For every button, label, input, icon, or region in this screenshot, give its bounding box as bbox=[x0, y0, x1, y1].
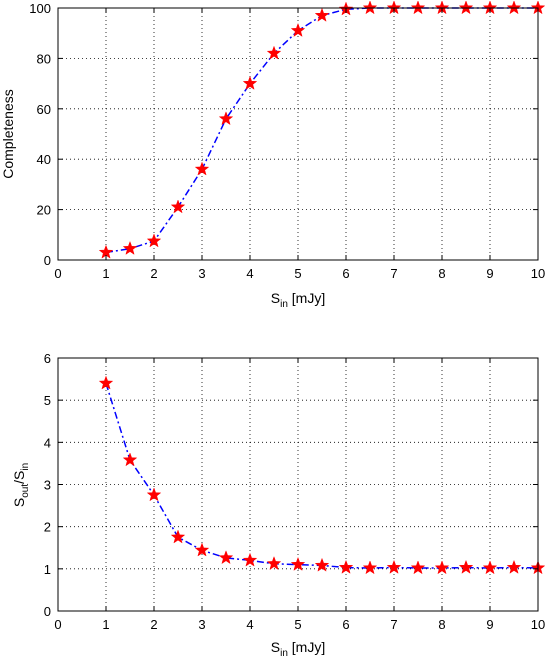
x-tick-label: 3 bbox=[198, 617, 205, 632]
data-point-star bbox=[362, 560, 378, 575]
x-tick-label: 7 bbox=[390, 617, 397, 632]
y-axis-label: Sout/Sin bbox=[11, 463, 31, 507]
data-point-star bbox=[122, 452, 138, 467]
y-tick-label: 6 bbox=[44, 351, 51, 366]
y-axis-label: Completeness bbox=[0, 89, 16, 179]
x-tick-label: 5 bbox=[294, 617, 301, 632]
data-point-star bbox=[410, 0, 426, 15]
x-tick-label: 9 bbox=[486, 266, 493, 281]
data-point-star bbox=[194, 542, 210, 557]
y-tick-label: 40 bbox=[37, 152, 51, 167]
x-tick-label: 1 bbox=[102, 617, 109, 632]
data-point-star bbox=[386, 559, 402, 574]
x-tick-label: 0 bbox=[54, 266, 61, 281]
y-tick-label: 20 bbox=[37, 203, 51, 218]
data-point-star bbox=[218, 550, 234, 565]
x-axis-label: Sin [mJy] bbox=[271, 639, 325, 659]
data-point-star bbox=[122, 240, 138, 255]
y-tick-label: 0 bbox=[44, 253, 51, 268]
x-tick-label: 10 bbox=[531, 617, 545, 632]
data-point-star bbox=[362, 0, 378, 15]
y-tick-label: 1 bbox=[44, 562, 51, 577]
x-tick-label: 4 bbox=[246, 617, 253, 632]
x-tick-label: 4 bbox=[246, 266, 253, 281]
data-point-star bbox=[218, 111, 234, 126]
grid bbox=[58, 8, 538, 260]
x-tick-label: 7 bbox=[390, 266, 397, 281]
data-point-star bbox=[266, 556, 282, 571]
x-tick-label: 9 bbox=[486, 617, 493, 632]
data-point-star bbox=[458, 0, 474, 15]
plot-area bbox=[58, 8, 538, 260]
data-point-star bbox=[146, 233, 162, 248]
series bbox=[98, 0, 546, 259]
data-point-star bbox=[482, 560, 498, 575]
x-tick-label: 6 bbox=[342, 617, 349, 632]
data-point-star bbox=[434, 560, 450, 575]
tick-labels: 0 1 2 3 4 5 6 7 8 9 10 0 1 2 3 4 5 6 bbox=[44, 351, 545, 632]
data-point-star bbox=[194, 161, 210, 176]
x-tick-label: 5 bbox=[294, 266, 301, 281]
x-tick-label: 0 bbox=[54, 617, 61, 632]
data-point-star bbox=[458, 559, 474, 574]
data-point-star bbox=[98, 375, 114, 390]
x-tick-label: 2 bbox=[150, 266, 157, 281]
data-point-star bbox=[506, 0, 522, 15]
data-point-star bbox=[242, 552, 258, 567]
ticks bbox=[57, 7, 539, 261]
x-tick-label: 1 bbox=[102, 266, 109, 281]
y-tick-label: 0 bbox=[44, 604, 51, 619]
flux-ratio-plot: 0 1 2 3 4 5 6 7 8 9 10 0 1 2 3 4 5 6 Sin [mJy] Sout/Sin bbox=[11, 351, 546, 659]
data-point-star bbox=[290, 22, 306, 37]
data-point-star bbox=[506, 559, 522, 574]
data-point-star bbox=[314, 7, 330, 22]
y-tick-label: 60 bbox=[37, 102, 51, 117]
x-tick-label: 8 bbox=[438, 266, 445, 281]
data-point-star bbox=[170, 529, 186, 544]
y-tick-label: 100 bbox=[29, 1, 51, 16]
x-tick-label: 10 bbox=[531, 266, 545, 281]
data-point-star bbox=[410, 560, 426, 575]
y-tick-label: 5 bbox=[44, 393, 51, 408]
x-tick-label: 2 bbox=[150, 617, 157, 632]
grid bbox=[58, 358, 538, 611]
data-point-star bbox=[146, 487, 162, 502]
y-tick-label: 3 bbox=[44, 478, 51, 493]
y-tick-label: 2 bbox=[44, 520, 51, 535]
data-point-star bbox=[290, 556, 306, 571]
y-tick-label: 80 bbox=[37, 51, 51, 66]
data-point-star bbox=[170, 199, 186, 214]
x-axis-label: Sin [mJy] bbox=[271, 290, 325, 310]
ticks bbox=[57, 357, 539, 612]
x-tick-label: 3 bbox=[198, 266, 205, 281]
data-point-star bbox=[314, 557, 330, 572]
x-tick-label: 6 bbox=[342, 266, 349, 281]
data-point-star bbox=[338, 559, 354, 574]
data-point-star bbox=[242, 75, 258, 90]
y-tick-label: 4 bbox=[44, 435, 51, 450]
data-point-star bbox=[266, 45, 282, 60]
x-tick-label: 8 bbox=[438, 617, 445, 632]
